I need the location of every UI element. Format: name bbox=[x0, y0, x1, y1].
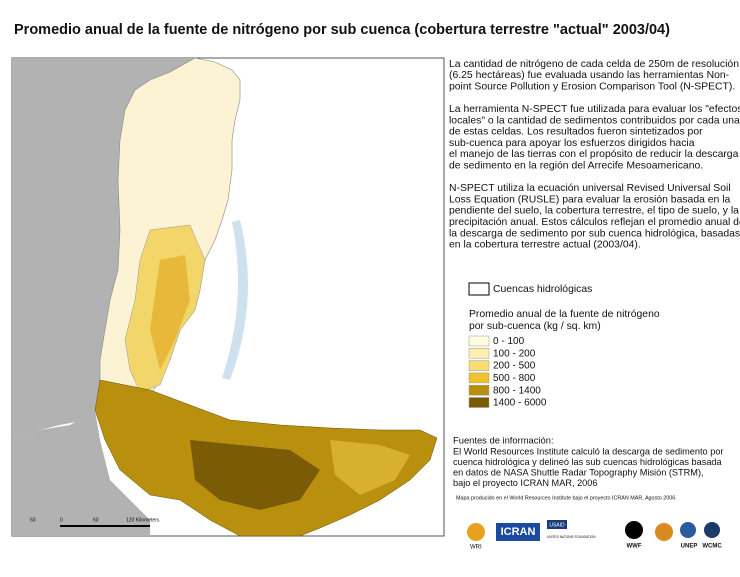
logo: UNITED NATIONS FOUNDATION bbox=[547, 535, 596, 539]
land-southwest bbox=[12, 410, 150, 536]
description-line: el manejo de las tierras con el propósit… bbox=[449, 149, 739, 160]
description-line: de sedimento en la región del Arrecife M… bbox=[449, 160, 703, 171]
description-line: sub-cuenca para apoyar los esfuerzos dir… bbox=[449, 138, 695, 149]
description-line: locales" o la cantidad de sedimentos con… bbox=[449, 115, 740, 126]
belize-core bbox=[150, 255, 190, 370]
sources-line: El World Resources Institute calculó la … bbox=[453, 446, 724, 456]
logo: UNEP bbox=[681, 544, 698, 550]
description-line: point Source Pollution y Erosion Compari… bbox=[449, 81, 735, 92]
logo-icon bbox=[704, 522, 720, 538]
legend-title: por sub-cuenca (kg / sq. km) bbox=[469, 321, 601, 332]
title: Promedio anual de la fuente de nitrógeno… bbox=[14, 22, 670, 38]
reef-lagoon bbox=[222, 220, 248, 380]
legend-label: 1400 - 6000 bbox=[493, 398, 547, 409]
scale-label: 0 bbox=[60, 517, 63, 523]
legend-label: 0 - 100 bbox=[493, 336, 525, 347]
logo-icon bbox=[496, 523, 540, 541]
credit: Mapa producido en el World Resources Ins… bbox=[456, 495, 677, 501]
description-line: la descarga de sedimento por sub cuenca … bbox=[449, 228, 740, 239]
legend-swatch bbox=[468, 360, 490, 371]
boundary-swatch bbox=[468, 282, 490, 296]
legend-swatch bbox=[468, 335, 490, 347]
logo-icon bbox=[467, 523, 485, 541]
description-line: en la cobertura terrestre actual (2003/0… bbox=[449, 240, 641, 251]
sources-title: Fuentes de información: bbox=[453, 434, 554, 445]
description-line: Loss Equation (RUSLE) para evaluar la er… bbox=[449, 194, 731, 205]
logo: WWF bbox=[627, 544, 642, 550]
logos: WRI ICRAN USAID UNITED NATIONS FOUNDATIO… bbox=[467, 520, 722, 551]
legend-label: 800 - 1400 bbox=[493, 385, 541, 396]
description-line: pendiente del suelo, la cobertura terres… bbox=[449, 206, 739, 217]
logo-icon bbox=[625, 521, 643, 539]
logo: ICRAN bbox=[501, 526, 536, 538]
legend-label: 100 - 200 bbox=[493, 348, 536, 359]
legend-title: Promedio anual de la fuente de nitrógeno bbox=[469, 309, 660, 320]
sources-line: bajo el proyecto ICRAN MAR, 2006 bbox=[453, 478, 598, 488]
scale-label: 60 bbox=[93, 517, 99, 523]
description-line: N-SPECT utiliza la ecuación universal Re… bbox=[449, 183, 731, 194]
south-mid bbox=[330, 440, 410, 495]
sources-line: en datos de NASA Shuttle Radar Topograph… bbox=[453, 467, 704, 477]
sources: El World Resources Institute calculó la … bbox=[453, 446, 724, 488]
land-mexico bbox=[12, 58, 195, 440]
south-high bbox=[190, 440, 320, 510]
legend-boundary: Cuencas hidrológicas bbox=[493, 284, 592, 295]
logo-icon bbox=[680, 522, 696, 538]
logo: WCMC bbox=[702, 544, 722, 550]
legend-swatch bbox=[468, 372, 490, 384]
logo-icon bbox=[547, 520, 567, 529]
legend-swatch bbox=[468, 348, 490, 359]
description-line: precipitación anual. Estos cálculos refl… bbox=[449, 217, 740, 228]
description-line: de estas celdas. Los resultados fueron s… bbox=[449, 127, 703, 138]
description-line: La herramienta N-SPECT fue utilizada par… bbox=[449, 104, 740, 115]
logo: USAID bbox=[549, 522, 565, 528]
scale-label: 120 Kilometers bbox=[126, 517, 160, 523]
legend-swatch bbox=[468, 397, 490, 408]
sources-line: cuenca hidrológica y delineó las sub cue… bbox=[453, 457, 723, 467]
description: La cantidad de nitrógeno de cada celda d… bbox=[449, 59, 740, 251]
legend-label: 200 - 500 bbox=[493, 361, 536, 372]
logo-icon bbox=[655, 523, 673, 541]
scale-label: 60 bbox=[30, 517, 36, 523]
description-line: La cantidad de nitrógeno de cada celda d… bbox=[449, 59, 739, 70]
legend-label: 500 - 800 bbox=[493, 373, 536, 384]
description-line: (6.25 hectáreas) fue evaluada usando las… bbox=[449, 70, 729, 81]
map: 60 0 60 120 Kilometers bbox=[11, 57, 445, 537]
logo: WRI bbox=[470, 545, 482, 551]
legend-swatch bbox=[468, 384, 490, 396]
